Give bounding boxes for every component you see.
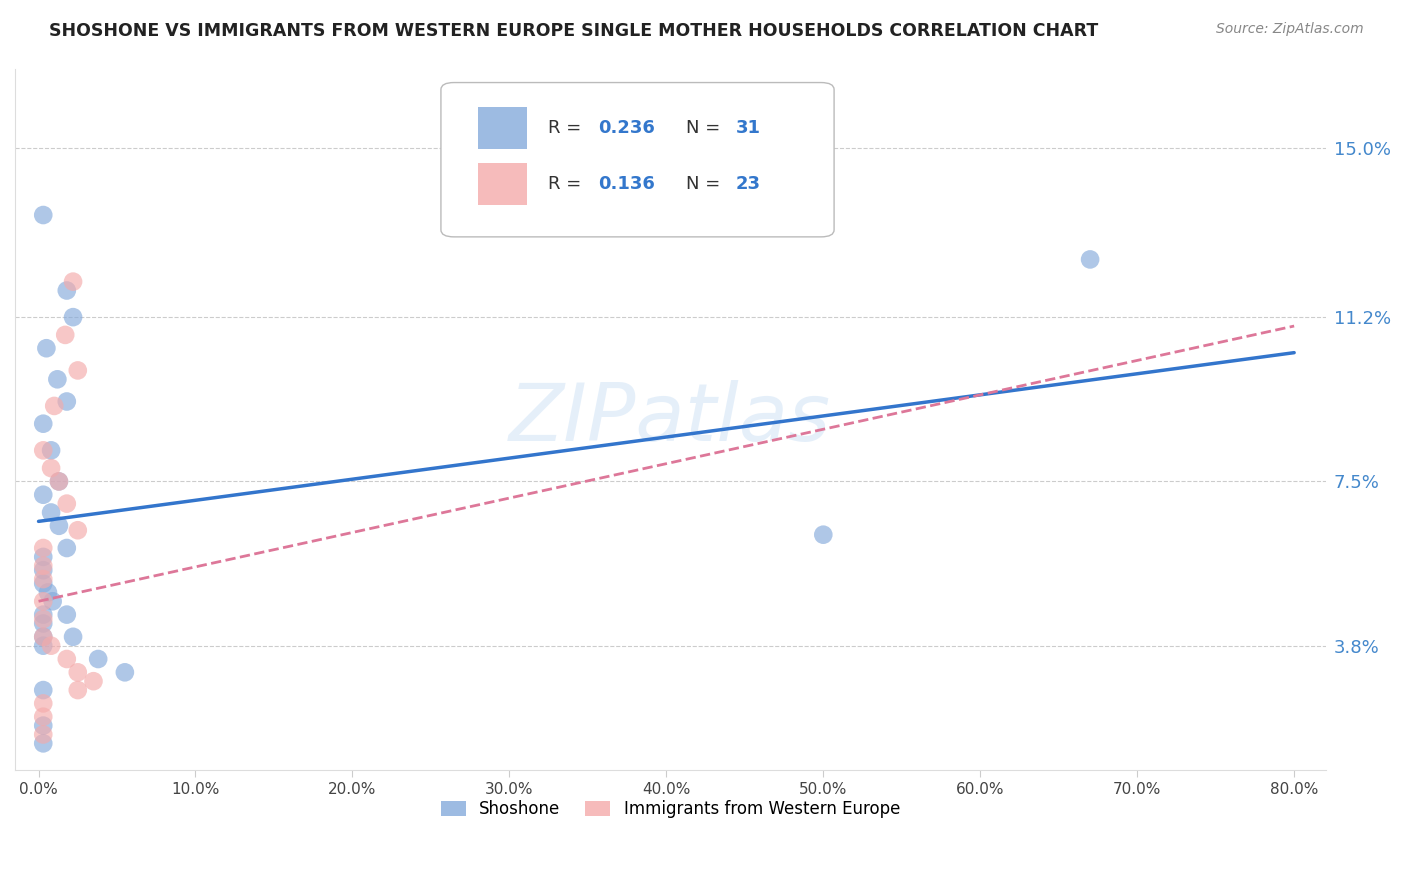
Point — [32, 443, 55, 458]
Text: 23: 23 — [735, 175, 761, 194]
Point — [32, 208, 55, 222]
Text: N =: N = — [686, 175, 725, 194]
Point — [32, 709, 55, 723]
Point — [56, 394, 79, 409]
Point — [32, 616, 55, 631]
Bar — [478, 163, 527, 205]
Point — [66, 523, 89, 537]
Point — [32, 718, 55, 732]
Text: 31: 31 — [735, 120, 761, 137]
Point — [66, 683, 89, 698]
Point — [32, 558, 55, 573]
Point — [41, 594, 63, 608]
Point — [44, 399, 66, 413]
Bar — [478, 107, 527, 149]
Point — [32, 541, 55, 555]
Point — [32, 417, 55, 431]
Point — [56, 284, 79, 298]
Point — [39, 443, 62, 458]
Point — [37, 585, 59, 599]
Point — [66, 363, 89, 377]
Point — [813, 527, 835, 541]
Point — [56, 497, 79, 511]
Point — [32, 612, 55, 626]
Point — [62, 275, 84, 289]
Point — [87, 652, 110, 666]
Point — [35, 341, 58, 355]
Point — [82, 674, 104, 689]
Point — [32, 697, 55, 711]
Point — [62, 310, 84, 325]
Point — [66, 665, 89, 680]
Text: N =: N = — [686, 120, 725, 137]
Point — [56, 607, 79, 622]
Point — [39, 461, 62, 475]
Point — [32, 736, 55, 750]
Point — [32, 630, 55, 644]
Text: 0.136: 0.136 — [598, 175, 655, 194]
Point — [46, 372, 69, 386]
Point — [48, 518, 70, 533]
Text: Source: ZipAtlas.com: Source: ZipAtlas.com — [1216, 22, 1364, 37]
Text: R =: R = — [548, 175, 588, 194]
Point — [32, 488, 55, 502]
Point — [32, 607, 55, 622]
Point — [32, 639, 55, 653]
Point — [32, 727, 55, 741]
Point — [48, 475, 70, 489]
Point — [32, 576, 55, 591]
Text: SHOSHONE VS IMMIGRANTS FROM WESTERN EUROPE SINGLE MOTHER HOUSEHOLDS CORRELATION : SHOSHONE VS IMMIGRANTS FROM WESTERN EURO… — [49, 22, 1098, 40]
Point — [56, 541, 79, 555]
Text: 0.236: 0.236 — [598, 120, 655, 137]
Point — [32, 563, 55, 577]
Point — [53, 327, 76, 342]
Legend: Shoshone, Immigrants from Western Europe: Shoshone, Immigrants from Western Europe — [434, 794, 907, 825]
Point — [48, 475, 70, 489]
Point — [114, 665, 136, 680]
Point — [32, 630, 55, 644]
FancyBboxPatch shape — [441, 83, 834, 237]
Point — [32, 572, 55, 586]
Text: ZIPatlas: ZIPatlas — [509, 380, 831, 458]
Point — [56, 652, 79, 666]
Text: R =: R = — [548, 120, 588, 137]
Point — [62, 630, 84, 644]
Point — [32, 683, 55, 698]
Point — [39, 639, 62, 653]
Point — [32, 594, 55, 608]
Point — [1078, 252, 1101, 267]
Point — [39, 506, 62, 520]
Point — [32, 549, 55, 564]
